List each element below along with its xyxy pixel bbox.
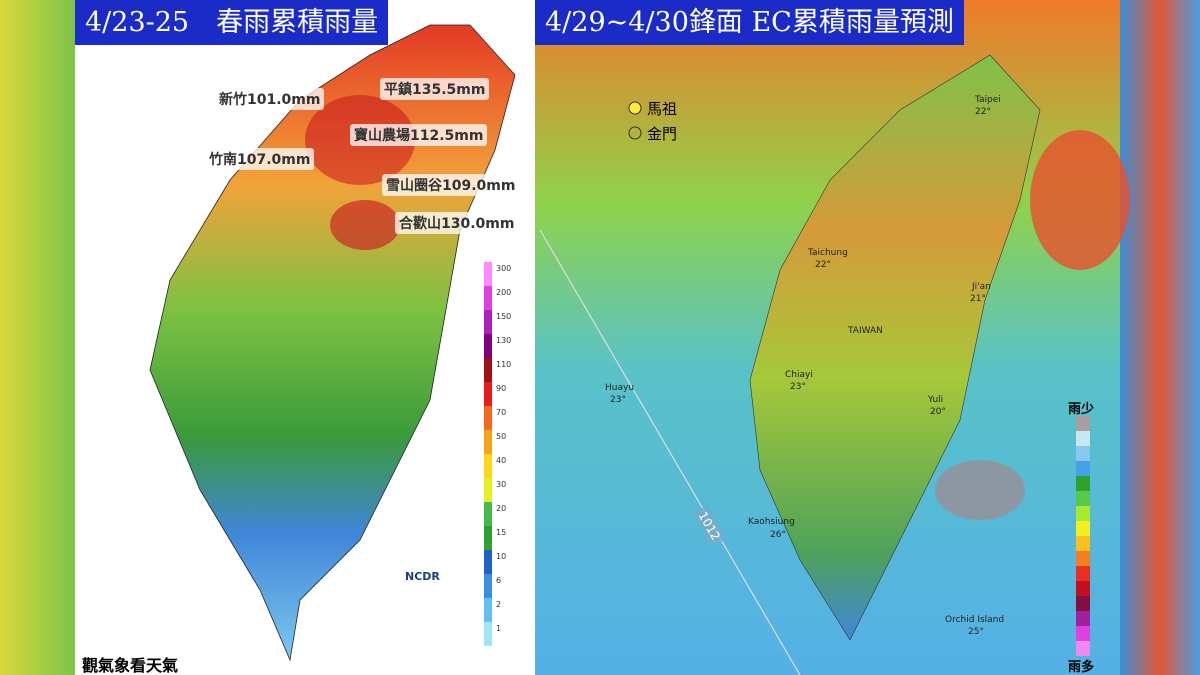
matsu-dot (628, 101, 642, 115)
legend-label: 6 (496, 576, 502, 585)
legend-swatch (1076, 566, 1090, 581)
legend-swatch (484, 262, 492, 286)
station-label: 合歡山130.0mm (395, 212, 519, 234)
city-label: 26° (770, 530, 786, 540)
legend-swatch (1076, 416, 1090, 431)
legend-swatch (484, 502, 492, 526)
legend-swatch (1076, 521, 1090, 536)
legend-swatch (484, 406, 492, 430)
isobar-line (539, 229, 801, 675)
city-label: 21° (970, 294, 986, 304)
city-label: 22° (975, 107, 991, 117)
city-label: Orchid Island (945, 615, 1005, 625)
legend-label: 30 (496, 480, 507, 489)
legend-swatch (1076, 581, 1090, 596)
legend-swatch (484, 382, 492, 406)
legend-label: 70 (496, 408, 507, 417)
legend-swatch (484, 622, 492, 646)
legend-bottom: 雨多 (1068, 660, 1095, 675)
legend-label: 15 (496, 528, 507, 537)
station-label: 寶山農場112.5mm (350, 124, 488, 146)
legend-swatch (484, 598, 492, 622)
legend-top: 雨少 (1068, 402, 1095, 417)
legend-swatch (1076, 431, 1090, 446)
legend-swatch (484, 454, 492, 478)
city-label: 22° (815, 260, 831, 270)
legend-swatch (1076, 446, 1090, 461)
legend-swatch (484, 286, 492, 310)
city-label: 23° (790, 382, 806, 392)
legend-swatch (484, 430, 492, 454)
station-label: 新竹101.0mm (215, 88, 325, 110)
legend-label: 2 (496, 600, 502, 609)
legend-swatch (484, 310, 492, 334)
city-label: Taichung (808, 248, 848, 258)
legend-swatch (1076, 476, 1090, 491)
legend-label: 10 (496, 552, 507, 561)
legend-label: 200 (496, 288, 512, 297)
city-label: 20° (930, 407, 946, 417)
legend-swatch (1076, 506, 1090, 521)
left-title: 4/23-25 春雨累積雨量 (75, 0, 389, 45)
watermark: 觀氣象看天氣 (82, 656, 179, 675)
legend-swatch (1076, 461, 1090, 476)
legend-label: 150 (496, 312, 512, 321)
station-label: 竹南107.0mm (205, 148, 315, 170)
city-label: Ji'an (972, 282, 991, 292)
legend-swatch (1076, 596, 1090, 611)
right-title: 4/29~4/30鋒面 EC累積雨量預測 (535, 0, 964, 45)
city-label: Huayu (605, 383, 635, 393)
legend-label: 40 (496, 456, 507, 465)
island-label: 金門 (647, 125, 678, 143)
legend-label: 300 (496, 264, 512, 273)
legend-swatch (1076, 641, 1090, 656)
legend-label: 20 (496, 504, 507, 513)
station-label: 平鎮135.5mm (380, 78, 490, 100)
legend-swatch (484, 358, 492, 382)
legend-swatch (484, 334, 492, 358)
legend-swatch (1076, 551, 1090, 566)
city-label: Yuli (928, 395, 944, 405)
city-label: 23° (610, 395, 626, 405)
dry-area (935, 460, 1025, 520)
city-label: TAIWAN (848, 326, 883, 336)
city-label: 25° (968, 627, 984, 637)
legend-swatch (484, 550, 492, 574)
heavy-rain (330, 200, 400, 250)
city-label: Taipei (975, 95, 1001, 105)
rain-area (1030, 130, 1130, 270)
legend-label: 50 (496, 432, 507, 441)
legend-label: 90 (496, 384, 507, 393)
legend-label: 110 (496, 360, 512, 369)
city-label: Chiayi (785, 370, 813, 380)
logo: NCDR (405, 570, 440, 583)
legend-swatch (1076, 536, 1090, 551)
legend-swatch (1076, 611, 1090, 626)
legend-swatch (484, 478, 492, 502)
legend-label: 130 (496, 336, 512, 345)
city-label: Kaohsiung (748, 517, 795, 527)
legend-swatch (1076, 491, 1090, 506)
island-label: 馬祖 (647, 100, 678, 118)
legend-label: 1 (496, 624, 502, 633)
legend-swatch (484, 526, 492, 550)
kinmen-dot (628, 126, 642, 140)
station-label: 雪山圈谷109.0mm (382, 174, 520, 196)
legend-swatch (484, 574, 492, 598)
taiwan-forecast (749, 54, 1041, 641)
legend-swatch (1076, 626, 1090, 641)
